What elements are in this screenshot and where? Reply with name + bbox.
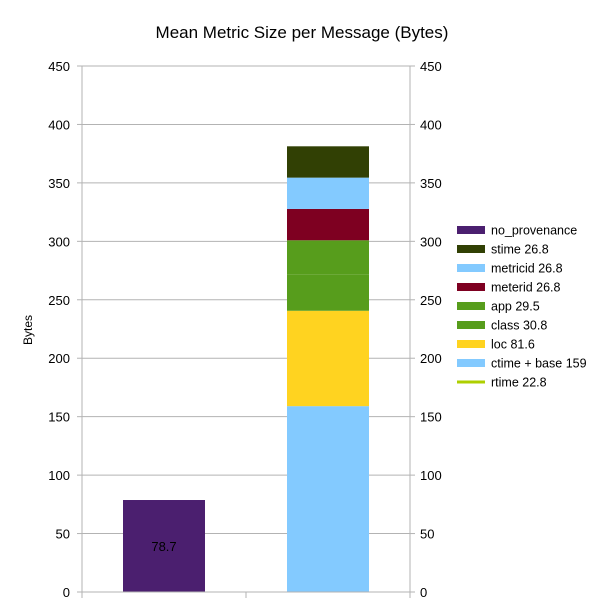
bar-segment xyxy=(287,406,369,592)
y-tick-label-left: 250 xyxy=(48,293,70,308)
bar-segment xyxy=(287,146,369,178)
legend-label: class 30.8 xyxy=(491,319,547,333)
bar-segment xyxy=(287,177,369,209)
legend-label: app 29.5 xyxy=(491,300,540,314)
y-tick-label-left: 400 xyxy=(48,117,70,132)
legend-swatch xyxy=(457,283,485,291)
y-tick-label-left: 0 xyxy=(63,585,70,600)
y-tick-label-right: 50 xyxy=(420,527,434,542)
y-tick-label-right: 150 xyxy=(420,410,442,425)
bar-segment xyxy=(287,240,369,275)
y-tick-label-left: 450 xyxy=(48,59,70,74)
legend-label: loc 81.6 xyxy=(491,338,535,352)
legend-label: meterid 26.8 xyxy=(491,281,561,295)
y-tick-label-right: 400 xyxy=(420,117,442,132)
axes xyxy=(77,65,415,598)
y-tick-label-right: 250 xyxy=(420,293,442,308)
legend-label: stime 26.8 xyxy=(491,243,549,257)
y-tick-label-left: 100 xyxy=(48,468,70,483)
legend-swatch xyxy=(457,340,485,348)
bar-segment xyxy=(287,274,369,311)
data-labels: 78.7 xyxy=(151,539,176,554)
bar-segment xyxy=(287,310,369,407)
legend-swatch xyxy=(457,359,485,367)
y-tick-label-right: 200 xyxy=(420,351,442,366)
bar-segment xyxy=(123,500,205,592)
left-tick-labels: 0 50 100 150 200 250 300 350 400 450 xyxy=(48,59,70,600)
right-tick-labels: 0 50 100 150 200 250 300 350 400 450 xyxy=(420,59,442,600)
y-tick-label-left: 200 xyxy=(48,351,70,366)
chart-title: Mean Metric Size per Message (Bytes) xyxy=(156,23,449,42)
y-tick-label-right: 0 xyxy=(420,585,427,600)
legend-label: ctime + base 159 xyxy=(491,357,587,371)
legend-swatch xyxy=(457,321,485,329)
bars xyxy=(123,146,369,592)
y-tick-label-left: 50 xyxy=(56,527,70,542)
data-label: 78.7 xyxy=(151,539,176,554)
y-tick-label-right: 350 xyxy=(420,176,442,191)
legend-label: no_provenance xyxy=(491,224,577,238)
y-tick-label-right: 100 xyxy=(420,468,442,483)
y-tick-label-left: 150 xyxy=(48,410,70,425)
bar-segment xyxy=(287,208,369,241)
y-tick-label-left: 350 xyxy=(48,176,70,191)
legend-swatch xyxy=(457,226,485,234)
legend-label: metricid 26.8 xyxy=(491,262,563,276)
legend-swatch xyxy=(457,302,485,310)
legend-swatch xyxy=(457,245,485,253)
y-tick-label-right: 300 xyxy=(420,234,442,249)
legend-label: rtime 22.8 xyxy=(491,376,547,390)
y-axis-label: Bytes xyxy=(21,315,35,345)
y-tick-label-left: 300 xyxy=(48,234,70,249)
legend-swatch xyxy=(457,264,485,272)
y-tick-label-right: 450 xyxy=(420,59,442,74)
